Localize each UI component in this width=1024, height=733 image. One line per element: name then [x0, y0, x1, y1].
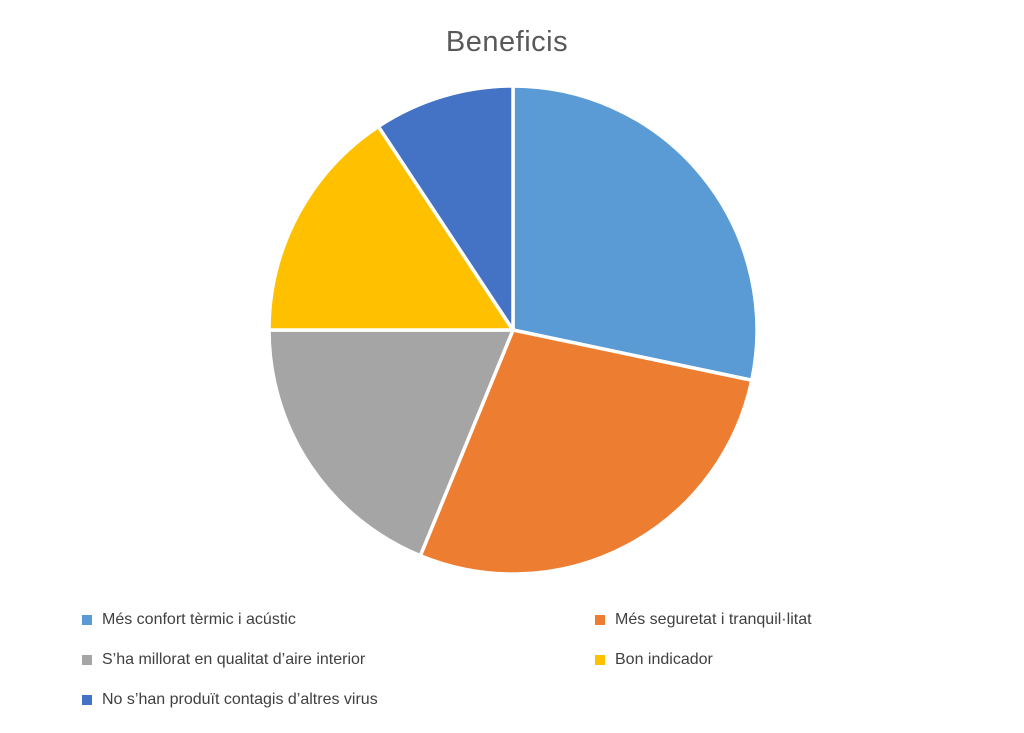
legend-marker: [595, 615, 605, 625]
pie-slice: [376, 84, 515, 332]
legend-label: Bon indicador: [615, 651, 713, 668]
legend-item: Més confort tèrmic i acústic: [82, 612, 595, 628]
legend-label: No s’han produït contagis d’altres virus: [102, 691, 378, 708]
pie-slice: [267, 124, 515, 332]
legend-label: Més confort tèrmic i acústic: [102, 611, 296, 628]
legend-marker: [82, 695, 92, 705]
legend-item: Més seguretat i tranquil·litat: [595, 612, 962, 628]
pie-slice: [418, 328, 754, 576]
legend-item: Bon indicador: [595, 652, 962, 668]
legend-label: Més seguretat i tranquil·litat: [615, 611, 812, 628]
pie-slice: [267, 328, 515, 558]
pie-slice: [511, 84, 759, 382]
pie-svg: [267, 84, 759, 576]
chart-title: Beneficis: [445, 26, 569, 58]
pie-chart: [263, 80, 763, 580]
legend-item: S’ha millorat en qualitat d’aire interio…: [82, 652, 595, 668]
legend-marker: [595, 655, 605, 665]
legend-item: No s’han produït contagis d’altres virus: [82, 692, 595, 708]
legend-marker: [82, 615, 92, 625]
legend-marker: [82, 655, 92, 665]
legend-label: S’ha millorat en qualitat d’aire interio…: [102, 651, 366, 668]
chart-legend: Més confort tèrmic i acústic Més seguret…: [82, 600, 962, 720]
